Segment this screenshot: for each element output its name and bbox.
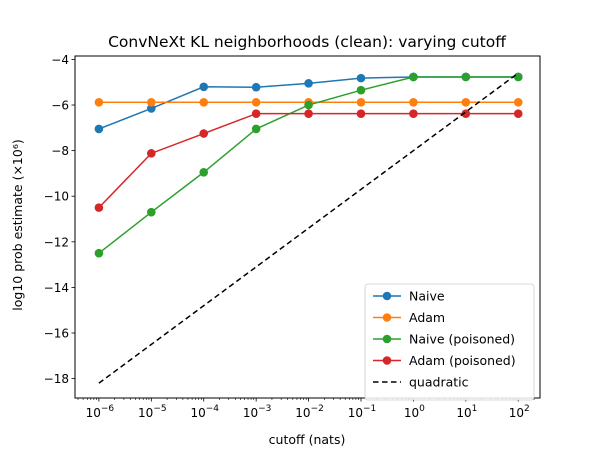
- data-point: [513, 72, 523, 82]
- data-point: [356, 73, 366, 83]
- data-point: [199, 82, 209, 92]
- y-tick-label: −10: [44, 190, 69, 204]
- data-point: [94, 97, 104, 107]
- x-tick-label: 10−3: [243, 404, 272, 420]
- legend-marker: [382, 334, 392, 344]
- x-tick-label: 10−2: [295, 404, 324, 420]
- data-point: [199, 129, 209, 138]
- data-point: [409, 97, 418, 107]
- data-point: [304, 79, 313, 88]
- legend-label: Naive (poisoned): [409, 332, 515, 347]
- legend: Naive Adam Naive (poisoned) Adam (poisoned)…: [364, 283, 535, 401]
- x-tick-label: 10−4: [190, 404, 219, 420]
- data-point: [409, 72, 418, 82]
- data-point: [513, 97, 523, 107]
- data-point: [461, 109, 471, 118]
- y-tick-label: −8: [51, 144, 69, 158]
- x-tick-label: 10−5: [138, 404, 167, 420]
- data-point: [147, 104, 156, 113]
- data-point: [147, 207, 156, 217]
- plot-area: −18 −16 −14 −12 −10 −8 −6 −4 10−6 10−5 10−4 10−3 10−…: [44, 53, 535, 420]
- data-point: [251, 124, 261, 134]
- data-point: [251, 82, 261, 92]
- data-point: [461, 72, 471, 82]
- x-tick-label: 10−6: [86, 404, 115, 420]
- data-point: [147, 97, 156, 107]
- series-line: [98, 72, 519, 384]
- legend-label: Naive: [409, 289, 445, 304]
- x-tick-label: 100: [404, 404, 425, 420]
- y-tick-label: −4: [51, 53, 69, 67]
- y-axis-label: log10 prob estimate (×10⁶): [10, 139, 25, 310]
- legend-label: quadratic: [409, 375, 469, 390]
- legend-box: [364, 283, 535, 401]
- data-point: [356, 109, 366, 118]
- data-point: [199, 167, 209, 177]
- y-tick-label: −12: [44, 235, 69, 249]
- data-point: [461, 97, 471, 107]
- legend-label: Adam (poisoned): [409, 353, 516, 368]
- legend-marker: [382, 356, 392, 365]
- data-point: [409, 109, 418, 118]
- chart-title: ConvNeXt KL neighborhoods (clean): varyi…: [108, 33, 506, 51]
- x-tick-label: 102: [509, 404, 530, 420]
- data-point: [94, 203, 104, 212]
- axes-frame: [74, 55, 541, 399]
- data-point: [513, 109, 523, 118]
- data-point: [304, 109, 313, 118]
- data-point: [251, 109, 261, 118]
- legend-label: Adam: [409, 310, 445, 325]
- y-tick-label: −14: [44, 281, 69, 295]
- x-tick-label: 10−1: [348, 404, 377, 420]
- data-point: [304, 100, 313, 110]
- legend-marker: [382, 313, 392, 322]
- data-point: [147, 149, 156, 158]
- legend-marker: [382, 291, 392, 301]
- data-point: [356, 97, 366, 107]
- y-tick-label: −18: [44, 372, 69, 386]
- x-axis-label: cutoff (nats): [269, 432, 346, 447]
- y-tick-label: −6: [51, 99, 69, 113]
- data-point: [251, 97, 261, 107]
- x-tick-label: 101: [456, 404, 477, 420]
- data-point: [94, 124, 104, 134]
- y-tick-label: −16: [44, 327, 69, 341]
- data-point: [356, 85, 366, 95]
- data-point: [94, 248, 104, 258]
- data-point: [199, 97, 209, 107]
